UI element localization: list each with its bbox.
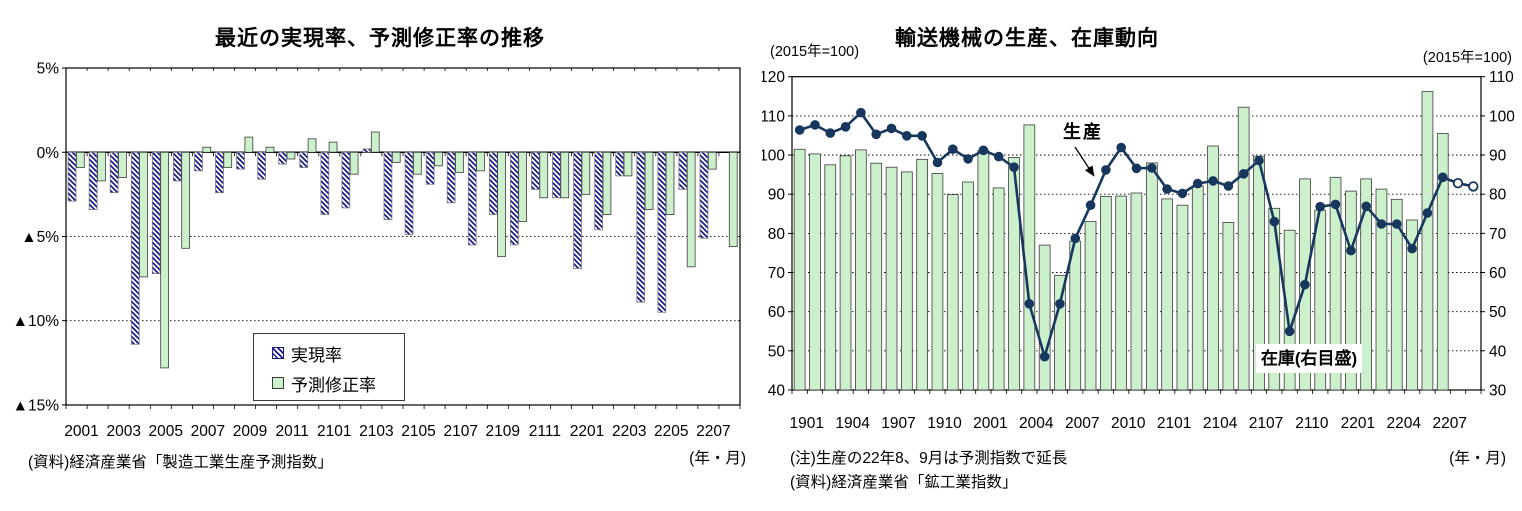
svg-text:2204: 2204 [1387,415,1422,432]
svg-text:2011: 2011 [276,423,309,440]
svg-text:5%: 5% [37,61,60,78]
svg-text:2005: 2005 [149,423,183,440]
chart2-source-note: (資料)経済産業省「鉱工業指数」 [790,474,1018,491]
svg-text:100: 100 [762,148,785,165]
svg-text:60: 60 [768,304,786,321]
production-annotation: 生産 [1063,122,1103,142]
svg-text:2103: 2103 [359,423,393,440]
svg-text:▲5%: ▲5% [21,229,59,246]
svg-text:2201: 2201 [570,423,604,440]
svg-text:40: 40 [1489,343,1507,360]
svg-text:1907: 1907 [881,415,915,432]
green-swatch-icon [272,377,284,389]
svg-text:1901: 1901 [789,415,823,432]
svg-text:30: 30 [1489,383,1507,400]
svg-text:2101: 2101 [1157,415,1191,432]
svg-text:90: 90 [1489,148,1507,165]
svg-text:110: 110 [1489,69,1514,86]
inventory-annotation: 在庫(右目盛) [1256,344,1362,373]
chart1-title: 最近の実現率、予測修正率の推移 [215,27,545,50]
svg-text:2107: 2107 [1249,415,1283,432]
svg-text:2105: 2105 [401,423,435,440]
legend-item-realization: 実現率 [272,342,404,365]
svg-text:70: 70 [1489,226,1507,243]
svg-text:110: 110 [762,108,785,125]
svg-text:50: 50 [1489,304,1507,321]
svg-text:100: 100 [1489,108,1515,125]
svg-text:2201: 2201 [1341,415,1375,432]
transport-machinery-chart: 輸送機械の生産、在庫動向 (2015年=100) (2015年=100) 120… [759,0,1522,506]
svg-text:2205: 2205 [654,423,688,440]
svg-text:1904: 1904 [835,415,870,432]
svg-text:2207: 2207 [696,423,730,440]
svg-text:90: 90 [768,187,786,204]
svg-text:2109: 2109 [486,423,520,440]
svg-text:2007: 2007 [1065,415,1099,432]
chart1-legend: 実現率 予測修正率 [253,333,405,401]
chart1-source-note: (資料)経済産業省「製造工業生産予測指数」 [28,454,333,471]
svg-text:40: 40 [768,383,786,400]
legend-label-revision: 予測修正率 [291,375,376,395]
chart2-title: 輸送機械の生産、在庫動向 [895,27,1159,50]
chart1-axis-unit-note: (年・月) [689,450,746,467]
realization-rate-chart: 最近の実現率、予測修正率の推移 5% 0% ▲5% ▲10% ▲15% 2001 2003 2… [0,0,760,506]
hatched-swatch-icon [272,347,284,359]
svg-text:2010: 2010 [1111,415,1146,432]
chart2-left-axis-unit: (2015年=100) [770,44,860,60]
chart2-right-axis-unit: (2015年=100) [1422,50,1512,66]
chart2-axis-unit-note: (年・月) [1449,450,1506,467]
svg-text:2111: 2111 [529,423,561,440]
svg-text:120: 120 [762,69,785,86]
legend-label-realization: 実現率 [291,345,342,365]
svg-text:2207: 2207 [1432,415,1466,432]
svg-text:2007: 2007 [191,423,225,440]
svg-text:2110: 2110 [1295,415,1329,432]
legend-item-revision: 予測修正率 [272,372,404,395]
svg-text:2107: 2107 [443,423,477,440]
chart2-note: (注)生産の22年8、9月は予測指数で延長 [790,450,1068,467]
svg-text:70: 70 [768,265,786,282]
svg-text:80: 80 [1489,187,1507,204]
svg-text:2003: 2003 [106,423,140,440]
svg-text:2009: 2009 [233,423,267,440]
svg-text:2104: 2104 [1203,415,1238,432]
svg-text:2101: 2101 [317,423,351,440]
svg-text:60: 60 [1489,265,1507,282]
svg-text:2001: 2001 [973,415,1007,432]
svg-text:0%: 0% [37,145,60,162]
chart1-plot: 5% 0% ▲5% ▲10% ▲15% 2001 2003 2005 2007 2009 2011 2… [0,0,760,506]
svg-text:50: 50 [768,343,786,360]
svg-text:2203: 2203 [612,423,646,440]
chart2-plot: 120 110 100 90 80 70 60 50 40 110 100 90 80 70 60 50 40 3… [759,0,1522,506]
svg-text:80: 80 [768,226,786,243]
svg-text:▲10%: ▲10% [13,313,60,330]
svg-text:2001: 2001 [64,423,98,440]
svg-text:2004: 2004 [1019,415,1054,432]
svg-text:1910: 1910 [927,415,962,432]
svg-text:▲15%: ▲15% [13,397,60,414]
